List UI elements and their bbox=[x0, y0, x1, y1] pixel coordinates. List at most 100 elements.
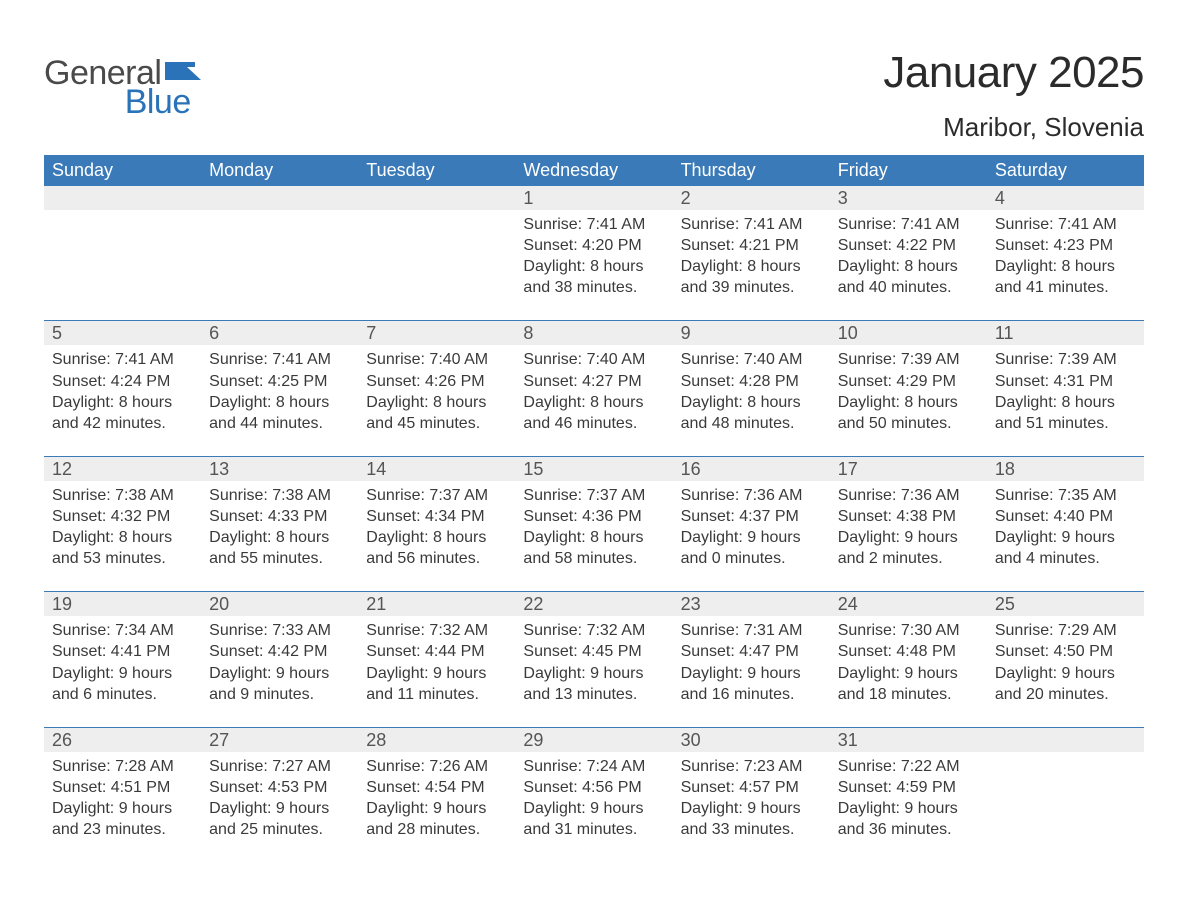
sunrise-text: Sunrise: 7:37 AM bbox=[366, 485, 507, 506]
day-number: 30 bbox=[673, 728, 830, 752]
day-number: 15 bbox=[515, 457, 672, 481]
day-number: 2 bbox=[673, 186, 830, 210]
brand-logo: General Blue bbox=[44, 54, 201, 122]
day-cell: Sunrise: 7:22 AMSunset: 4:59 PMDaylight:… bbox=[830, 752, 987, 862]
day-number: 6 bbox=[201, 321, 358, 345]
sunrise-text: Sunrise: 7:41 AM bbox=[995, 214, 1136, 235]
day-header-thursday: Thursday bbox=[673, 155, 830, 186]
sunset-text: Sunset: 4:29 PM bbox=[838, 371, 979, 392]
week-row: 262728293031Sunrise: 7:28 AMSunset: 4:51… bbox=[44, 727, 1144, 862]
week-row: 12131415161718Sunrise: 7:38 AMSunset: 4:… bbox=[44, 456, 1144, 591]
day-number: 19 bbox=[44, 592, 201, 616]
daylight-text-1: Daylight: 8 hours bbox=[681, 392, 822, 413]
day-content-row: Sunrise: 7:41 AMSunset: 4:20 PMDaylight:… bbox=[44, 210, 1144, 320]
day-number: 11 bbox=[987, 321, 1144, 345]
sunset-text: Sunset: 4:31 PM bbox=[995, 371, 1136, 392]
day-cell: Sunrise: 7:38 AMSunset: 4:33 PMDaylight:… bbox=[201, 481, 358, 591]
day-number: 14 bbox=[358, 457, 515, 481]
daylight-text-1: Daylight: 9 hours bbox=[209, 798, 350, 819]
day-cell: Sunrise: 7:29 AMSunset: 4:50 PMDaylight:… bbox=[987, 616, 1144, 726]
daylight-text-2: and 44 minutes. bbox=[209, 413, 350, 434]
daylight-text-1: Daylight: 9 hours bbox=[52, 798, 193, 819]
sunset-text: Sunset: 4:59 PM bbox=[838, 777, 979, 798]
day-cell: Sunrise: 7:40 AMSunset: 4:26 PMDaylight:… bbox=[358, 345, 515, 455]
sunset-text: Sunset: 4:42 PM bbox=[209, 641, 350, 662]
sunrise-text: Sunrise: 7:29 AM bbox=[995, 620, 1136, 641]
day-number: 9 bbox=[673, 321, 830, 345]
sunset-text: Sunset: 4:54 PM bbox=[366, 777, 507, 798]
sunset-text: Sunset: 4:25 PM bbox=[209, 371, 350, 392]
daylight-text-2: and 51 minutes. bbox=[995, 413, 1136, 434]
daylight-text-2: and 6 minutes. bbox=[52, 684, 193, 705]
day-number: 25 bbox=[987, 592, 1144, 616]
daylight-text-1: Daylight: 8 hours bbox=[52, 527, 193, 548]
daynum-row: 12131415161718 bbox=[44, 457, 1144, 481]
sunrise-text: Sunrise: 7:41 AM bbox=[523, 214, 664, 235]
day-number bbox=[987, 728, 1144, 752]
sunrise-text: Sunrise: 7:38 AM bbox=[52, 485, 193, 506]
day-content-row: Sunrise: 7:41 AMSunset: 4:24 PMDaylight:… bbox=[44, 345, 1144, 455]
daylight-text-1: Daylight: 8 hours bbox=[681, 256, 822, 277]
daylight-text-1: Daylight: 9 hours bbox=[681, 798, 822, 819]
day-cell: Sunrise: 7:37 AMSunset: 4:36 PMDaylight:… bbox=[515, 481, 672, 591]
day-header-row: Sunday Monday Tuesday Wednesday Thursday… bbox=[44, 155, 1144, 186]
day-number: 13 bbox=[201, 457, 358, 481]
sunset-text: Sunset: 4:22 PM bbox=[838, 235, 979, 256]
sunrise-text: Sunrise: 7:39 AM bbox=[995, 349, 1136, 370]
sunset-text: Sunset: 4:23 PM bbox=[995, 235, 1136, 256]
daylight-text-1: Daylight: 8 hours bbox=[523, 392, 664, 413]
day-cell: Sunrise: 7:30 AMSunset: 4:48 PMDaylight:… bbox=[830, 616, 987, 726]
day-number: 24 bbox=[830, 592, 987, 616]
day-cell: Sunrise: 7:39 AMSunset: 4:29 PMDaylight:… bbox=[830, 345, 987, 455]
daylight-text-2: and 28 minutes. bbox=[366, 819, 507, 840]
day-header-tuesday: Tuesday bbox=[358, 155, 515, 186]
sunset-text: Sunset: 4:50 PM bbox=[995, 641, 1136, 662]
day-header-monday: Monday bbox=[201, 155, 358, 186]
daylight-text-2: and 20 minutes. bbox=[995, 684, 1136, 705]
day-header-wednesday: Wednesday bbox=[515, 155, 672, 186]
sunrise-text: Sunrise: 7:32 AM bbox=[366, 620, 507, 641]
sunset-text: Sunset: 4:41 PM bbox=[52, 641, 193, 662]
daylight-text-2: and 31 minutes. bbox=[523, 819, 664, 840]
day-cell: Sunrise: 7:26 AMSunset: 4:54 PMDaylight:… bbox=[358, 752, 515, 862]
daylight-text-2: and 0 minutes. bbox=[681, 548, 822, 569]
day-cell: Sunrise: 7:32 AMSunset: 4:45 PMDaylight:… bbox=[515, 616, 672, 726]
daylight-text-1: Daylight: 9 hours bbox=[209, 663, 350, 684]
calendar-grid: Sunday Monday Tuesday Wednesday Thursday… bbox=[44, 155, 1144, 862]
day-header-sunday: Sunday bbox=[44, 155, 201, 186]
sunset-text: Sunset: 4:44 PM bbox=[366, 641, 507, 662]
daylight-text-1: Daylight: 8 hours bbox=[366, 527, 507, 548]
sunset-text: Sunset: 4:48 PM bbox=[838, 641, 979, 662]
day-cell: Sunrise: 7:23 AMSunset: 4:57 PMDaylight:… bbox=[673, 752, 830, 862]
day-cell: Sunrise: 7:40 AMSunset: 4:27 PMDaylight:… bbox=[515, 345, 672, 455]
sunrise-text: Sunrise: 7:40 AM bbox=[681, 349, 822, 370]
day-number: 7 bbox=[358, 321, 515, 345]
day-cell: Sunrise: 7:34 AMSunset: 4:41 PMDaylight:… bbox=[44, 616, 201, 726]
day-header-saturday: Saturday bbox=[987, 155, 1144, 186]
day-number: 5 bbox=[44, 321, 201, 345]
day-number: 17 bbox=[830, 457, 987, 481]
sunrise-text: Sunrise: 7:40 AM bbox=[366, 349, 507, 370]
day-header-friday: Friday bbox=[830, 155, 987, 186]
daylight-text-1: Daylight: 9 hours bbox=[366, 798, 507, 819]
day-number: 3 bbox=[830, 186, 987, 210]
sunrise-text: Sunrise: 7:39 AM bbox=[838, 349, 979, 370]
daylight-text-2: and 33 minutes. bbox=[681, 819, 822, 840]
sunrise-text: Sunrise: 7:36 AM bbox=[681, 485, 822, 506]
location-label: Maribor, Slovenia bbox=[883, 112, 1144, 143]
month-title: January 2025 bbox=[883, 48, 1144, 98]
daylight-text-1: Daylight: 9 hours bbox=[995, 527, 1136, 548]
day-cell: Sunrise: 7:41 AMSunset: 4:24 PMDaylight:… bbox=[44, 345, 201, 455]
daylight-text-1: Daylight: 8 hours bbox=[838, 392, 979, 413]
daylight-text-2: and 48 minutes. bbox=[681, 413, 822, 434]
sunset-text: Sunset: 4:38 PM bbox=[838, 506, 979, 527]
day-number: 28 bbox=[358, 728, 515, 752]
sunrise-text: Sunrise: 7:41 AM bbox=[52, 349, 193, 370]
sunrise-text: Sunrise: 7:38 AM bbox=[209, 485, 350, 506]
sunrise-text: Sunrise: 7:23 AM bbox=[681, 756, 822, 777]
day-number bbox=[358, 186, 515, 210]
header: General Blue January 2025 Maribor, Slove… bbox=[44, 48, 1144, 143]
daylight-text-2: and 36 minutes. bbox=[838, 819, 979, 840]
day-number: 26 bbox=[44, 728, 201, 752]
day-content-row: Sunrise: 7:28 AMSunset: 4:51 PMDaylight:… bbox=[44, 752, 1144, 862]
